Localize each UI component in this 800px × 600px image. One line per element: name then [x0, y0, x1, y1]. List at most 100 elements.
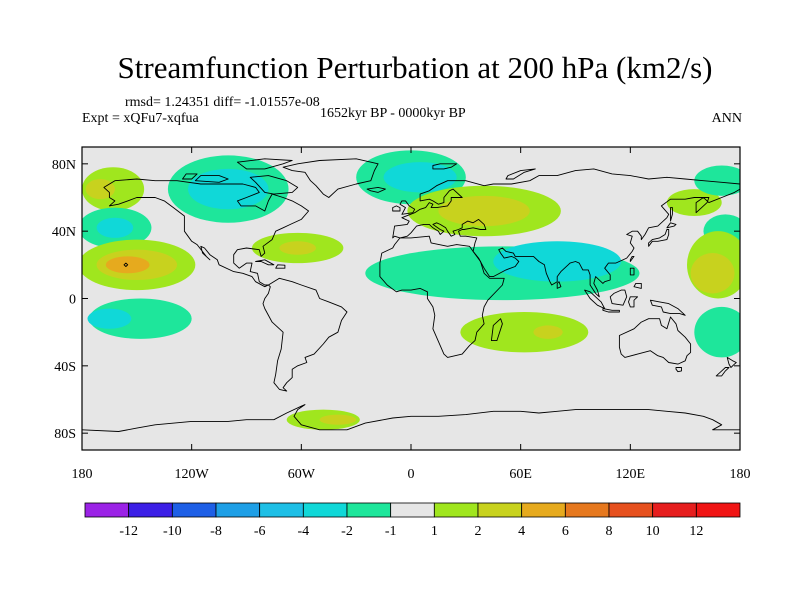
coastline-svalbard	[432, 163, 458, 170]
coastline-hawaii	[123, 262, 129, 267]
anomaly-region-21	[493, 241, 622, 282]
lon-tick-label: 180	[730, 467, 751, 482]
colorbar-label: -8	[210, 524, 222, 539]
axis-ticks: 180 120W 60W 0 60E 120E 180 80N 40N 0 40S 80S	[52, 147, 751, 482]
colorbar-swatch	[695, 502, 741, 518]
colorbar-label: 12	[689, 524, 703, 539]
colorbar-label: 4	[518, 524, 525, 539]
lon-tick-label: 120W	[175, 467, 210, 482]
anomaly-region-1	[85, 178, 115, 200]
anomaly-layer	[82, 150, 740, 430]
colorbar-swatch	[171, 502, 217, 518]
anomaly-region-26	[694, 306, 740, 358]
coastline-victoria-island	[194, 175, 229, 183]
page-title: Streamfunction Perturbation at 200 hPa (…	[117, 50, 713, 85]
colorbar-swatch	[215, 502, 261, 518]
anomaly-region-8	[666, 189, 722, 217]
colorbar-label: -2	[341, 524, 353, 539]
coastline-ellesmere-island	[236, 158, 293, 170]
anomaly-region-25	[533, 325, 563, 339]
colorbar-swatch	[433, 502, 479, 518]
coastline-java	[602, 308, 620, 313]
coastline-madagascar	[490, 318, 503, 342]
colorbar-swatch	[608, 502, 654, 518]
colorbar-swatch	[302, 502, 348, 518]
anomaly-region-22	[89, 298, 192, 339]
lat-tick-label: 0	[69, 293, 76, 308]
lat-tick-label: 80S	[54, 427, 76, 442]
coastline-banks-island	[182, 173, 198, 180]
lat-tick-label: 40N	[52, 225, 76, 240]
coastline-africa	[379, 235, 505, 358]
experiment-label: Expt = xQFu7-xqfua	[82, 111, 199, 126]
colorbar-label: -4	[297, 524, 309, 539]
coastline-sakhalin	[670, 207, 673, 222]
colorbar-swatch	[521, 502, 566, 518]
colorbar-swatch	[259, 502, 304, 518]
lon-tick-label: 0	[408, 467, 415, 482]
coastline-novaya-zemlya	[505, 168, 536, 180]
colorbar-label: 10	[646, 524, 660, 539]
coastline-ireland	[392, 205, 401, 212]
colorbar-label: 2	[475, 524, 482, 539]
coastline-hispaniola	[275, 264, 286, 269]
anomaly-region-19	[690, 253, 735, 294]
coastline-sri-lanka	[556, 281, 562, 289]
colorbar-label: 6	[562, 524, 569, 539]
coastline-philippines-mindanao	[633, 282, 642, 289]
anomaly-region-11	[96, 217, 134, 238]
lat-tick-label: 80N	[52, 158, 76, 173]
colorbar-label: -12	[119, 524, 138, 539]
season-label: ANN	[711, 111, 742, 126]
coastline-greenland	[282, 158, 379, 198]
coastline-hokkaido	[666, 222, 677, 229]
coastline-australia	[618, 316, 692, 365]
stats-line: rmsd= 1.24351 diff= -1.01557e-08	[125, 95, 320, 110]
lon-tick-label: 60E	[509, 467, 532, 482]
coastline-borneo	[609, 289, 628, 306]
coastline-baffin-island	[249, 175, 299, 195]
coastline-tasmania	[675, 367, 682, 373]
anomaly-region-3	[188, 168, 269, 210]
coastline-cuba	[255, 259, 275, 266]
coastline-taiwan	[629, 255, 635, 262]
lon-tick-label: 60W	[288, 467, 316, 482]
coastline-layer	[82, 158, 740, 432]
coastline-japan	[648, 229, 670, 247]
colorbar-label: -6	[254, 524, 266, 539]
anomaly-region-24	[460, 311, 589, 353]
colorbar-swatch	[564, 502, 610, 518]
colorbar-label: 8	[606, 524, 613, 539]
coastline-new-zealand-north	[726, 356, 737, 368]
coastline-new-zealand-south	[715, 367, 730, 377]
colorbar-swatch	[652, 502, 697, 518]
coastline-south-america	[262, 277, 348, 392]
colorbar-swatch	[477, 502, 523, 518]
colorbar-swatch	[390, 502, 435, 518]
colorbar-swatch	[346, 502, 392, 518]
anomaly-region-5	[383, 162, 457, 193]
colorbar-label: -10	[163, 524, 182, 539]
anomaly-region-28	[319, 414, 357, 425]
colorbar-swatch	[84, 502, 130, 518]
colorbar-label: 1	[431, 524, 438, 539]
lon-tick-label: 120E	[616, 467, 646, 482]
coastline-philippines-luzon	[629, 267, 635, 276]
coastline-iceland	[366, 186, 386, 193]
colorbar-swatch	[128, 502, 173, 518]
anomaly-region-23	[87, 308, 132, 329]
colorbar-label: -1	[385, 524, 397, 539]
period-label: 1652kyr BP - 0000kyr BP	[320, 106, 466, 121]
coastline-new-guinea	[649, 299, 686, 316]
anomaly-region-7	[438, 195, 530, 227]
coastline-antarctica	[82, 404, 740, 432]
lat-tick-label: 40S	[54, 360, 76, 375]
lon-tick-label: 180	[72, 467, 93, 482]
coastline-great-britain	[399, 200, 416, 215]
anomaly-region-9	[694, 165, 740, 196]
coastline-sulawesi	[628, 296, 639, 308]
colorbar: -12 -10 -8 -6 -4 -2 -1 1 2 4 6 8 10 12	[84, 502, 741, 539]
coastline-north-america	[103, 178, 310, 288]
anomaly-region-17	[279, 241, 316, 255]
